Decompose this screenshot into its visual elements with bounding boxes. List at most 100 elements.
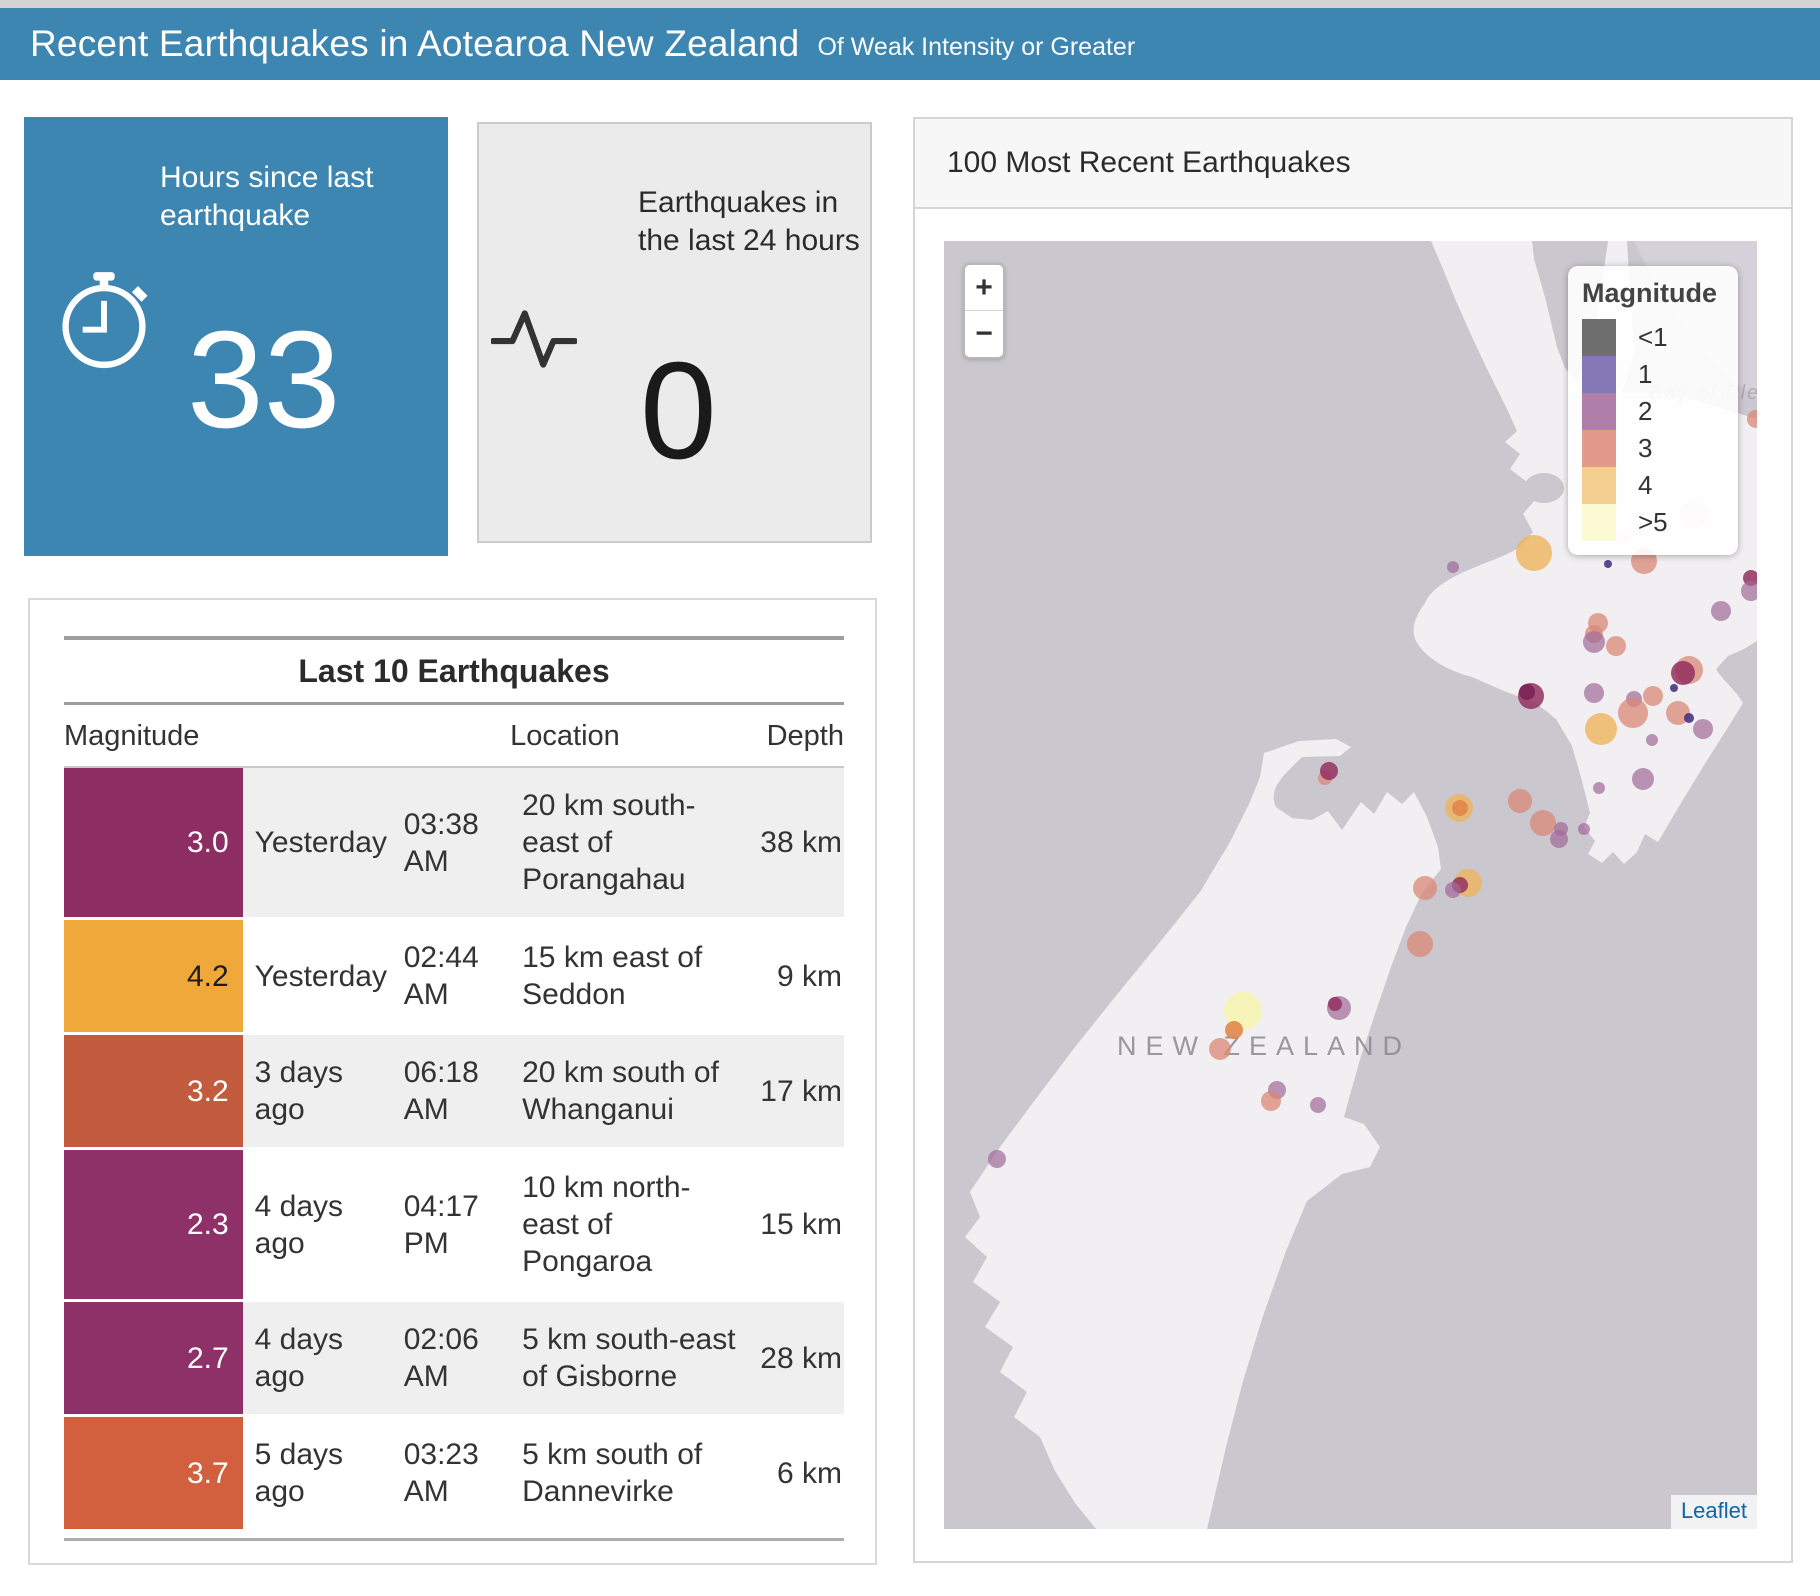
legend-item: 3 (1582, 430, 1726, 467)
cell-loc: 20 km south of Whanganui (510, 1033, 742, 1150)
map-panel-header: 100 Most Recent Earthquakes (915, 119, 1791, 209)
table-header-row: Magnitude Location Depth (64, 705, 844, 768)
legend-swatch (1582, 430, 1616, 467)
column-header-location: Location (510, 705, 742, 768)
earthquake-marker[interactable] (1643, 686, 1663, 706)
earthquake-row: 3.0 Yesterday 03:38 AM 20 km south-east of … (64, 767, 844, 920)
earthquake-marker[interactable] (1593, 782, 1605, 794)
stat-label: Hours since last earthquake (160, 161, 374, 232)
column-header-magnitude: Magnitude (64, 705, 243, 768)
cell-mag: 3.0 (64, 767, 243, 920)
earthquake-marker[interactable] (1530, 810, 1556, 836)
legend-item: 2 (1582, 393, 1726, 430)
stat-card-hours-since: Hours since last earthquake 33 (24, 117, 448, 556)
leaflet-map[interactable]: Bay of Ple NEW ZEALAND + − Magnitude <11… (944, 241, 1757, 1529)
earthquake-marker[interactable] (1519, 684, 1535, 700)
pulse-icon (489, 304, 579, 379)
column-header-time (391, 705, 511, 768)
map-panel-title: 100 Most Recent Earthquakes (947, 146, 1351, 179)
legend-item: 1 (1582, 356, 1726, 393)
last-10-earthquakes-card: Last 10 Earthquakes Magnitude Location D… (28, 598, 877, 1565)
stat-card-last-24h: Earthquakes in the last 24 hours 0 (477, 122, 872, 543)
zoom-out-button[interactable]: − (965, 311, 1003, 357)
earthquake-row: 2.7 4 days ago 02:06 AM 5 km south-east of … (64, 1300, 844, 1417)
earthquake-marker[interactable] (988, 1150, 1006, 1168)
legend-label: >5 (1638, 507, 1668, 537)
earthquake-marker[interactable] (1671, 661, 1695, 685)
cell-mag: 2.3 (64, 1148, 243, 1302)
legend-swatch (1582, 504, 1616, 541)
earthquake-marker[interactable] (1328, 997, 1342, 1011)
cell-time: 06:18 AM (391, 1033, 511, 1150)
earthquake-marker[interactable] (1209, 1038, 1231, 1060)
earthquake-marker[interactable] (1407, 931, 1433, 957)
earthquake-marker[interactable] (1585, 713, 1617, 745)
cell-loc: 20 km south-east of Porangahau (510, 767, 742, 920)
legend-swatch (1582, 467, 1616, 504)
page-subtitle: Of Weak Intensity or Greater (817, 32, 1136, 61)
leaflet-attribution-link[interactable]: Leaflet (1670, 1495, 1757, 1529)
earthquake-marker[interactable] (1224, 992, 1262, 1030)
cell-date: Yesterday (242, 767, 392, 920)
earthquake-marker[interactable] (1516, 535, 1552, 571)
app-header: Recent Earthquakes in Aotearoa New Zeala… (0, 8, 1820, 80)
earthquake-marker[interactable] (1447, 561, 1459, 573)
earthquake-marker[interactable] (1632, 768, 1654, 790)
earthquake-marker[interactable] (1741, 581, 1757, 601)
earthquake-marker[interactable] (1604, 560, 1612, 568)
legend-label: <1 (1638, 322, 1668, 352)
earthquake-marker[interactable] (1508, 789, 1532, 813)
cell-date: Yesterday (242, 918, 392, 1035)
legend-item: >5 (1582, 504, 1726, 541)
legend-swatch (1582, 393, 1616, 430)
cell-date: 4 days ago (242, 1300, 392, 1417)
earthquake-marker[interactable] (1320, 762, 1338, 780)
cell-depth: 28 km (741, 1300, 844, 1417)
stat-value-last-24h: 0 (640, 334, 717, 488)
cell-mag: 3.7 (64, 1415, 243, 1532)
stat-label: Earthquakes in the last 24 hours (638, 186, 860, 257)
earthquake-marker[interactable] (1666, 701, 1690, 725)
legend-label: 2 (1638, 396, 1653, 426)
earthquake-marker[interactable] (1445, 882, 1461, 898)
legend-swatch (1582, 319, 1616, 356)
earthquake-marker[interactable] (1452, 800, 1468, 816)
legend-title: Magnitude (1582, 278, 1717, 308)
earthquake-marker[interactable] (1584, 683, 1604, 703)
cell-depth: 38 km (741, 767, 844, 920)
divider (64, 1538, 844, 1541)
column-header-depth: Depth (741, 705, 844, 768)
cell-time: 04:17 PM (391, 1148, 511, 1302)
earthquake-marker[interactable] (1583, 631, 1605, 653)
earthquake-marker[interactable] (1413, 876, 1437, 900)
cell-time: 03:38 AM (391, 767, 511, 920)
page-title: Recent Earthquakes in Aotearoa New Zeala… (30, 23, 800, 64)
map-zoom-control: + − (963, 263, 1005, 359)
cell-time: 02:44 AM (391, 918, 511, 1035)
legend-item: <1 (1582, 319, 1726, 356)
earthquake-marker[interactable] (1618, 698, 1648, 728)
earthquake-marker[interactable] (1261, 1091, 1281, 1111)
earthquake-marker[interactable] (1684, 713, 1694, 723)
earthquake-marker[interactable] (1550, 830, 1568, 848)
cell-time: 03:23 AM (391, 1415, 511, 1532)
earthquake-marker[interactable] (1310, 1097, 1326, 1113)
cell-loc: 5 km south of Dannevirke (510, 1415, 742, 1532)
earthquake-marker[interactable] (1747, 410, 1757, 428)
cell-loc: 10 km north-east of Pongaroa (510, 1148, 742, 1302)
earthquake-marker[interactable] (1606, 636, 1626, 656)
cell-date: 4 days ago (242, 1148, 392, 1302)
zoom-in-button[interactable]: + (965, 265, 1003, 311)
earthquake-marker[interactable] (1646, 734, 1658, 746)
cell-mag: 2.7 (64, 1300, 243, 1417)
column-header-date (242, 705, 392, 768)
earthquake-marker[interactable] (1578, 823, 1590, 835)
earthquake-marker[interactable] (1693, 719, 1713, 739)
table-title: Last 10 Earthquakes (298, 653, 610, 689)
earthquake-marker[interactable] (1225, 1021, 1243, 1039)
earthquake-marker[interactable] (1670, 684, 1678, 692)
earthquakes-table: Magnitude Location Depth 3.0 Yesterday 03:… (64, 705, 844, 1532)
earthquake-marker[interactable] (1711, 601, 1731, 621)
cell-loc: 15 km east of Seddon (510, 918, 742, 1035)
cell-date: 5 days ago (242, 1415, 392, 1532)
